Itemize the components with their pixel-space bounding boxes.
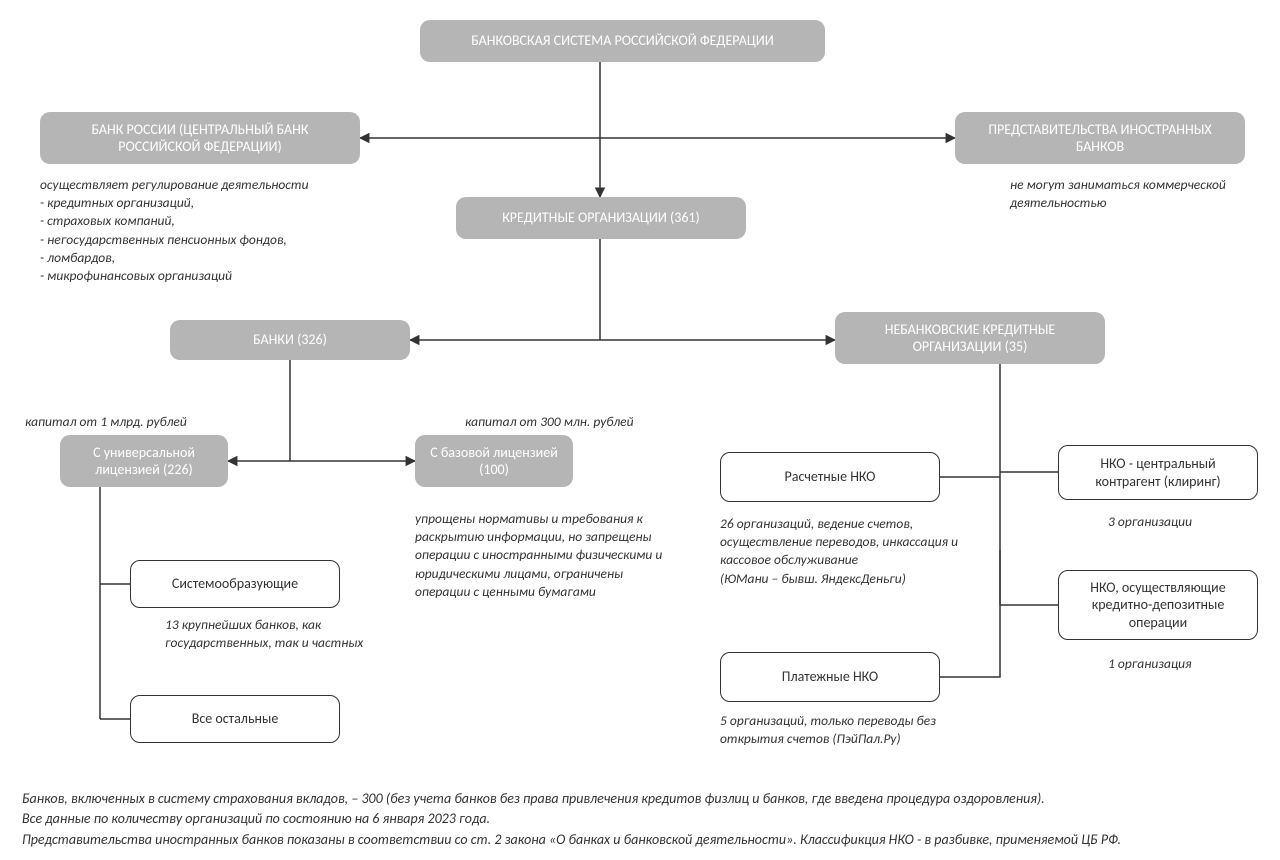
note-cap-basic: капитал от 300 млн. рублей xyxy=(465,413,695,431)
node-payment: Платежные НКО xyxy=(720,652,940,702)
node-systemic: Системообразующие xyxy=(130,560,340,608)
note-payment: 5 организаций, только переводы без откры… xyxy=(720,712,960,748)
note-cbr: осуществляет регулирование деятельности-… xyxy=(40,176,400,285)
note-systemic: 13 крупнейших банков, как государственны… xyxy=(165,616,365,652)
node-deposit: НКО, осуществляющие кредитно-депозитные … xyxy=(1058,570,1258,640)
footer-text: Банков, включенных в систему страхования… xyxy=(22,789,1252,850)
node-clearing: НКО - центральный контрагент (клиринг) xyxy=(1058,445,1258,500)
node-nko: НЕБАНКОВСКИЕ КРЕДИТНЫЕ ОРГАНИЗАЦИИ (35) xyxy=(835,312,1105,364)
node-cbr: БАНК РОССИИ (ЦЕНТРАЛЬНЫЙ БАНК РОССИЙСКОЙ… xyxy=(40,112,360,164)
node-basic: С базовой лицензией (100) xyxy=(415,435,573,487)
node-settlement: Расчетные НКО xyxy=(720,452,940,502)
note-basic: упрощены нормативы и требования к раскры… xyxy=(415,510,675,601)
note-settlement: 26 организаций, ведение счетов, осуществ… xyxy=(720,515,990,588)
note-cap-universal: капитал от 1 млрд. рублей xyxy=(25,413,245,431)
note-clearing: 3 организации xyxy=(1108,513,1258,531)
node-credit-orgs: КРЕДИТНЫЕ ОРГАНИЗАЦИИ (361) xyxy=(456,197,746,239)
node-universal: С универсальной лицензией (226) xyxy=(60,435,228,487)
node-rest: Все остальные xyxy=(130,695,340,743)
node-root: БАНКОВСКАЯ СИСТЕМА РОССИЙСКОЙ ФЕДЕРАЦИИ xyxy=(420,20,825,62)
node-foreign: ПРЕДСТАВИТЕЛЬСТВА ИНОСТРАННЫХ БАНКОВ xyxy=(955,112,1245,164)
note-foreign: не могут заниматься коммерческой деятель… xyxy=(1010,176,1250,212)
node-banks: БАНКИ (326) xyxy=(170,320,410,360)
note-deposit: 1 организация xyxy=(1108,655,1258,673)
